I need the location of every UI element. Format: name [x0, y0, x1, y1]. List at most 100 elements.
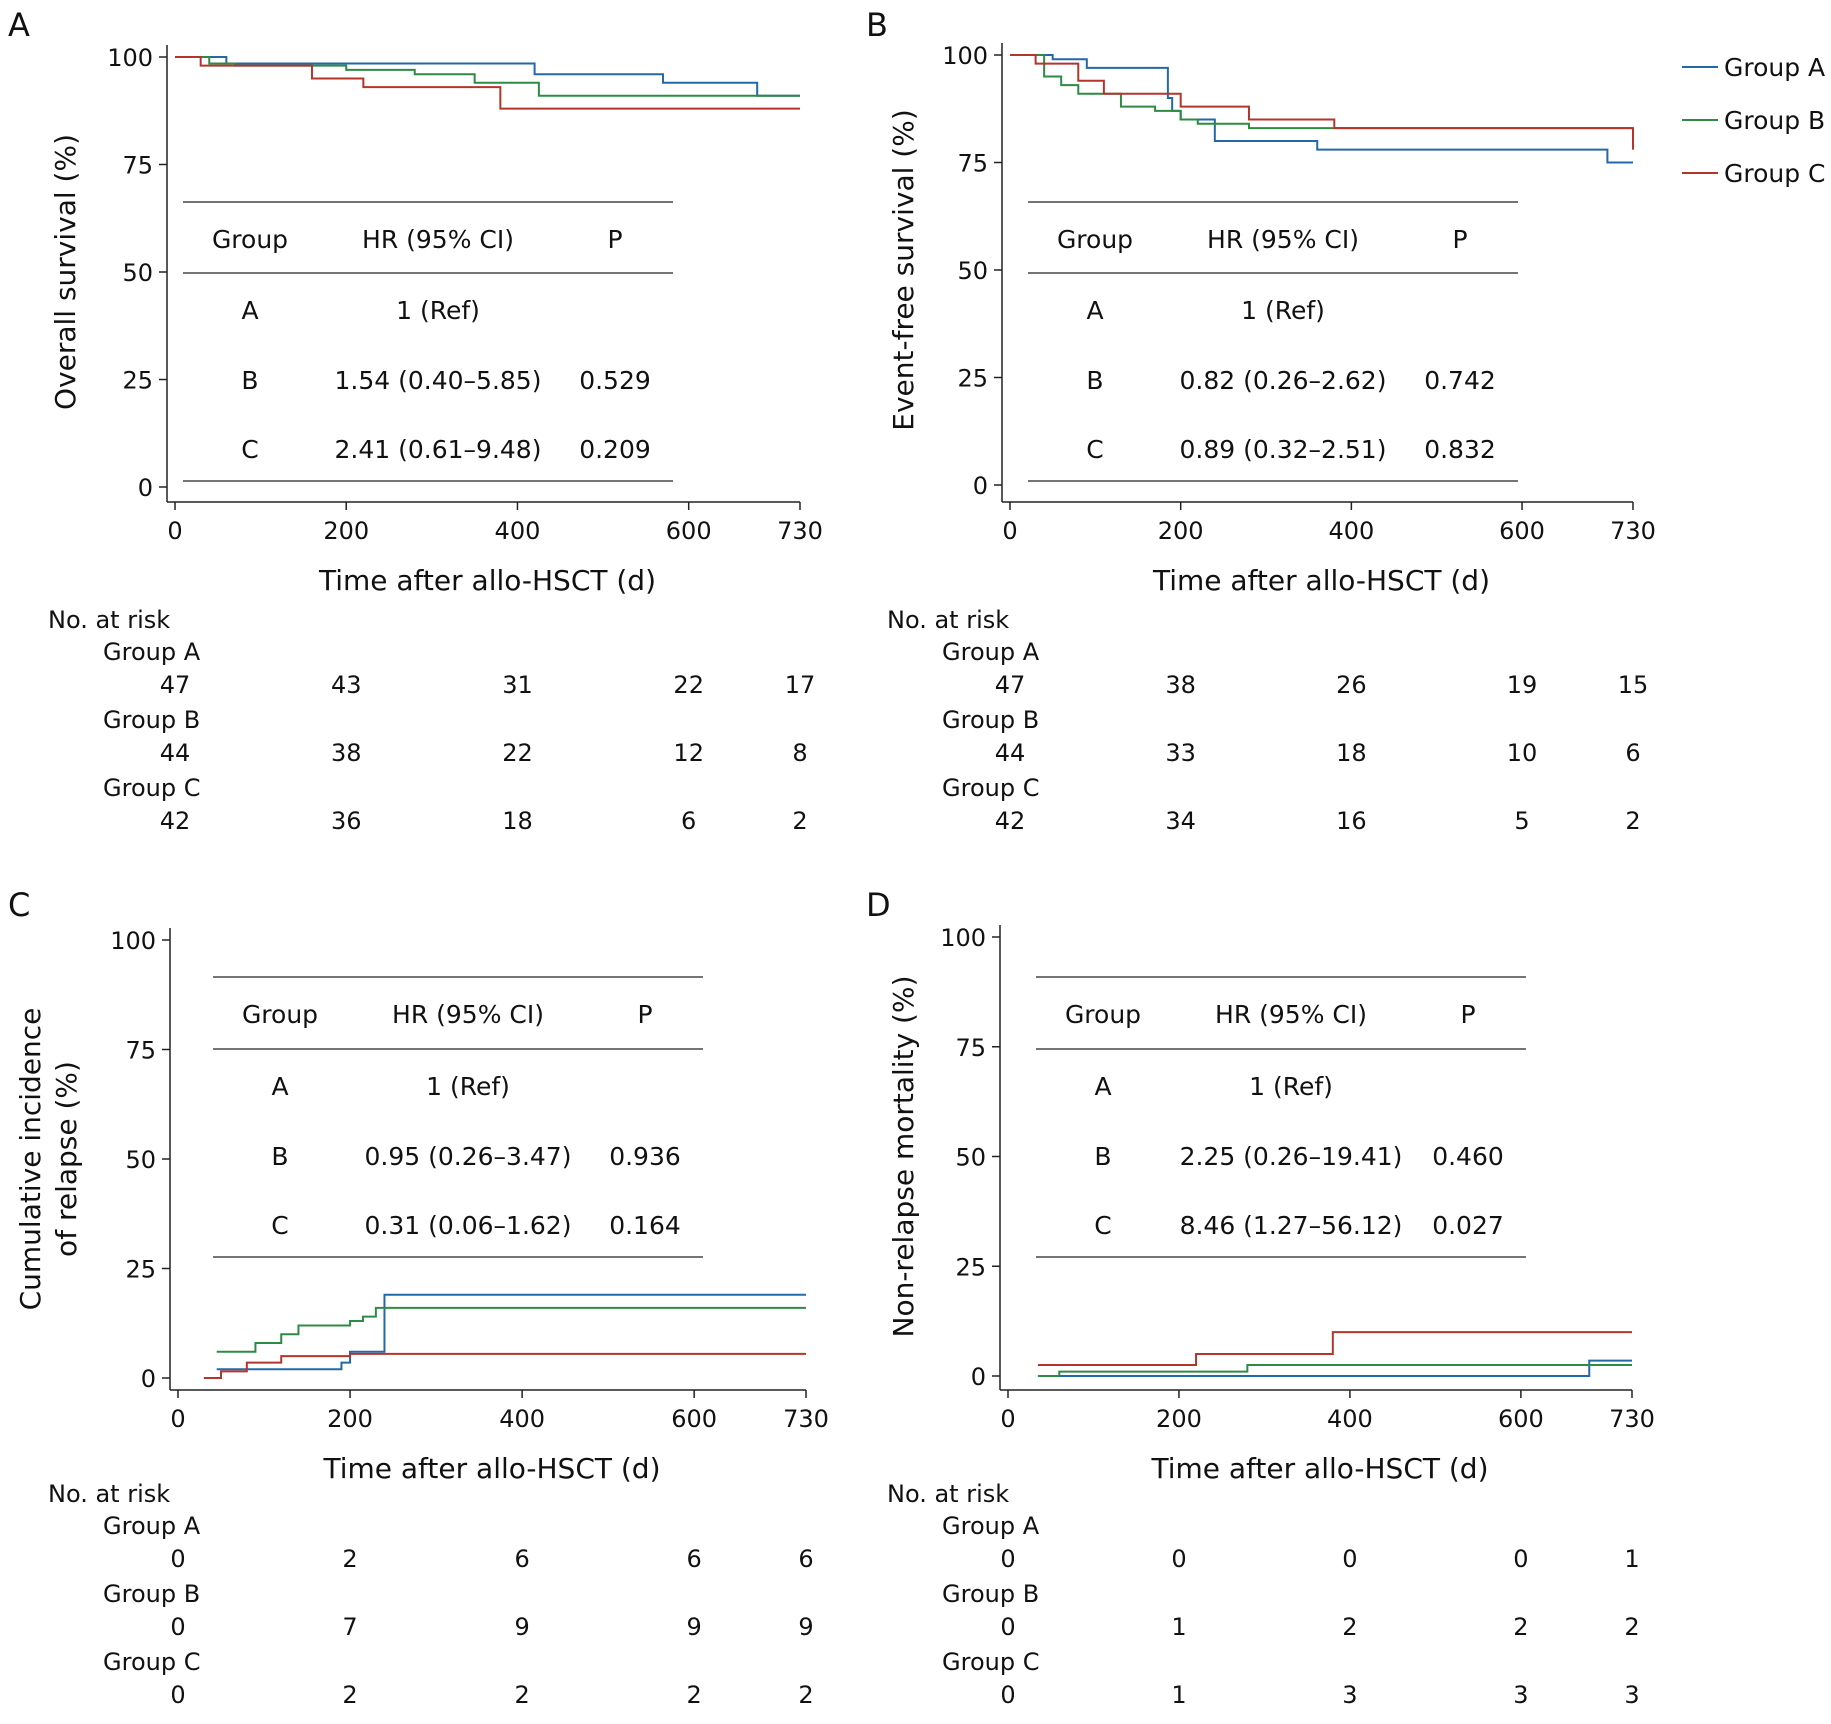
table-cell: 0.460 [1432, 1142, 1504, 1171]
table-header-cell: HR (95% CI) [1215, 1000, 1367, 1029]
table-cell: 0.936 [609, 1142, 681, 1171]
risk-count: 12 [673, 739, 704, 767]
x-tick-label: 730 [777, 517, 823, 545]
risk-group-label: Group A [103, 638, 201, 666]
x-tick-label: 600 [671, 1405, 717, 1433]
x-tick-label: 0 [170, 1405, 185, 1433]
x-tick-label: 400 [1328, 517, 1374, 545]
risk-count: 2 [514, 1681, 529, 1709]
risk-count: 2 [687, 1681, 702, 1709]
table-cell: B [271, 1142, 288, 1171]
x-tick-label: 0 [1002, 517, 1017, 545]
y-axis-label: Cumulative incidence [14, 1008, 47, 1311]
risk-count: 42 [160, 807, 191, 835]
risk-count: 6 [681, 807, 696, 835]
table-header-cell: HR (95% CI) [362, 225, 514, 254]
risk-count: 6 [1625, 739, 1640, 767]
risk-count: 44 [995, 739, 1026, 767]
risk-count: 3 [1624, 1681, 1639, 1709]
legend: Group A Group B Group C [1682, 53, 1826, 188]
risk-group-label: Group C [103, 1648, 200, 1676]
km-curve-group-a [1010, 54, 1633, 164]
table-cell: 1 (Ref) [426, 1072, 510, 1101]
risk-count: 9 [687, 1613, 702, 1641]
km-curve-group-c [1037, 1331, 1632, 1367]
risk-count: 0 [1000, 1545, 1015, 1573]
x-tick-label: 730 [1609, 1405, 1655, 1433]
y-tick-label: 50 [122, 259, 153, 287]
risk-count: 2 [1342, 1613, 1357, 1641]
risk-count: 36 [331, 807, 362, 835]
risk-count: 2 [1625, 807, 1640, 835]
x-tick-label: 600 [666, 517, 712, 545]
risk-count: 6 [514, 1545, 529, 1573]
x-tick-label: 600 [1499, 517, 1545, 545]
risk-count: 2 [342, 1545, 357, 1573]
x-tick-label: 400 [499, 1405, 545, 1433]
table-cell: C [1094, 1211, 1111, 1240]
risk-count: 0 [1000, 1681, 1015, 1709]
y-tick-label: 100 [110, 927, 156, 955]
risk-group-label: Group A [103, 1512, 201, 1540]
risk-count: 2 [1624, 1613, 1639, 1641]
y-tick-label: 75 [955, 1034, 986, 1062]
risk-count: 5 [1514, 807, 1529, 835]
panel-label: C [8, 886, 30, 924]
risk-count: 47 [995, 671, 1026, 699]
x-tick-label: 400 [495, 517, 541, 545]
risk-title: No. at risk [48, 1480, 170, 1508]
risk-title: No. at risk [48, 606, 170, 634]
table-header-cell: Group [242, 1000, 318, 1029]
table-cell: C [1086, 435, 1103, 464]
y-tick-label: 0 [973, 472, 988, 500]
risk-count: 42 [995, 807, 1026, 835]
legend-label: Group B [1724, 106, 1825, 135]
y-tick-label: 100 [107, 44, 153, 72]
table-cell: B [241, 366, 258, 395]
y-tick-label: 50 [125, 1146, 156, 1174]
table-header-cell: Group [1057, 225, 1133, 254]
risk-count: 9 [798, 1613, 813, 1641]
table-header-cell: P [1452, 225, 1467, 254]
risk-group-label: Group C [942, 1648, 1039, 1676]
km-curve-group-b [1010, 54, 1633, 130]
table-cell: 0.209 [579, 435, 651, 464]
table-cell: 0.31 (0.06–1.62) [365, 1211, 572, 1240]
table-header-cell: HR (95% CI) [392, 1000, 544, 1029]
y-tick-label: 25 [122, 367, 153, 395]
km-curve-group-a [1037, 1359, 1632, 1377]
y-axis-label: Overall survival (%) [49, 134, 82, 410]
table-cell: 1 (Ref) [1249, 1072, 1333, 1101]
risk-count: 3 [1342, 1681, 1357, 1709]
panel-label: A [8, 6, 30, 44]
legend-label: Group C [1724, 159, 1826, 188]
risk-group-label: Group C [103, 774, 200, 802]
risk-count: 1 [1171, 1681, 1186, 1709]
risk-count: 31 [502, 671, 533, 699]
panel-label: D [866, 886, 891, 924]
y-tick-label: 75 [957, 150, 988, 178]
risk-count: 33 [1165, 739, 1196, 767]
x-tick-label: 400 [1327, 1405, 1373, 1433]
x-tick-label: 200 [1158, 517, 1204, 545]
x-tick-label: 200 [327, 1405, 373, 1433]
risk-title: No. at risk [887, 606, 1009, 634]
risk-group-label: Group B [942, 706, 1039, 734]
table-header-cell: P [607, 225, 622, 254]
table-cell: 0.027 [1432, 1211, 1504, 1240]
table-cell: 8.46 (1.27–56.12) [1180, 1211, 1403, 1240]
y-tick-label: 25 [957, 365, 988, 393]
table-cell: 0.832 [1424, 435, 1496, 464]
risk-count: 1 [1171, 1613, 1186, 1641]
km-curve-group-a [175, 56, 800, 97]
risk-count: 34 [1165, 807, 1196, 835]
table-header-cell: Group [1065, 1000, 1141, 1029]
risk-count: 22 [673, 671, 704, 699]
table-header-cell: P [637, 1000, 652, 1029]
y-tick-label: 50 [957, 257, 988, 285]
table-cell: B [1086, 366, 1103, 395]
